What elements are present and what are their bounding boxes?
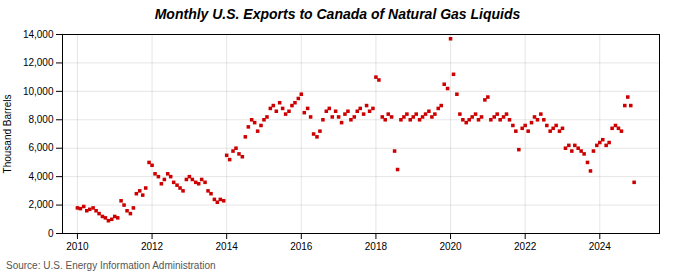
svg-text:Thousand Barrels: Thousand Barrels — [2, 95, 13, 174]
svg-text:6,000: 6,000 — [28, 142, 53, 153]
svg-text:0: 0 — [48, 228, 54, 239]
svg-text:2018: 2018 — [365, 241, 388, 252]
svg-text:2,000: 2,000 — [28, 199, 53, 210]
html-text:Monthly U.S. Exports to Canada: Monthly U.S. Exports to Canada of Natura… — [154, 6, 521, 22]
svg-text:2024: 2024 — [589, 241, 612, 252]
svg-text:2014: 2014 — [216, 241, 239, 252]
svg-text:10,000: 10,000 — [23, 86, 54, 97]
svg-text:2012: 2012 — [141, 241, 164, 252]
svg-text:4,000: 4,000 — [28, 171, 53, 182]
html-text:Source: U.S. Energy Informatio: Source: U.S. Energy Information Administ… — [6, 260, 216, 271]
svg-text:2022: 2022 — [514, 241, 537, 252]
svg-text:8,000: 8,000 — [28, 114, 53, 125]
svg-text:14,000: 14,000 — [23, 29, 54, 40]
svg-text:2016: 2016 — [290, 241, 313, 252]
svg-text:2010: 2010 — [66, 241, 89, 252]
svg-text:2020: 2020 — [439, 241, 462, 252]
svg-text:12,000: 12,000 — [23, 57, 54, 68]
